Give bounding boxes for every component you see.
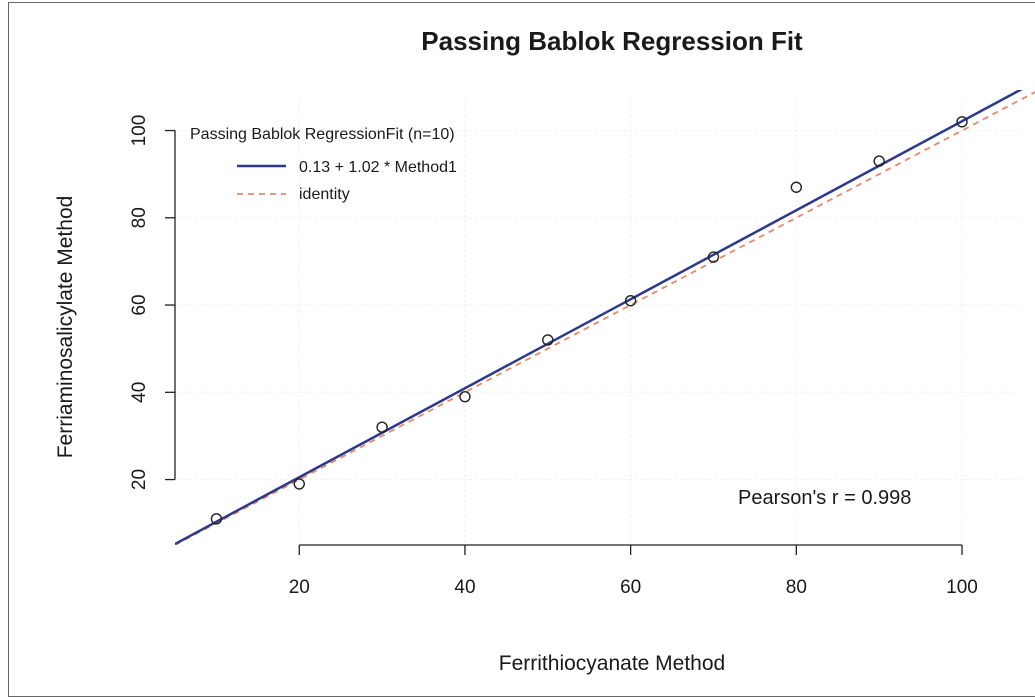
x-tick-label: 60	[620, 577, 641, 598]
chart-title: Passing Bablok Regression Fit	[421, 26, 803, 56]
y-axis-label: Ferriaminosalicylate Method	[54, 196, 77, 459]
legend: Passing Bablok RegressionFit (n=10) 0.13…	[190, 126, 457, 203]
regression-line	[175, 90, 1023, 545]
legend-entry-regression: 0.13 + 1.02 * Method1	[299, 159, 457, 176]
y-tick-label: 80	[129, 207, 150, 228]
data-point	[873, 155, 885, 167]
data-point	[210, 513, 223, 525]
x-tick-label: 100	[946, 577, 978, 598]
data-points	[210, 116, 968, 525]
y-tick-label: 60	[129, 294, 150, 315]
x-tick-label: 20	[289, 577, 310, 598]
data-point	[956, 116, 968, 128]
data-point	[293, 478, 305, 490]
data-point	[542, 334, 554, 346]
data-point	[624, 294, 637, 307]
x-axis-label: Ferrithiocyanate Method	[499, 652, 725, 675]
y-tick-label: 100	[129, 115, 150, 147]
identity-line	[175, 91, 1035, 545]
chart-frame	[8, 2, 1035, 697]
y-tick-label: 40	[129, 382, 150, 403]
pearson-annotation: Pearson's r = 0.998	[738, 487, 911, 509]
x-tick-label: 40	[454, 577, 475, 598]
data-point	[790, 181, 803, 193]
grid	[175, 100, 1020, 545]
data-point	[707, 251, 720, 263]
data-point	[459, 390, 471, 403]
legend-entry-identity: identity	[299, 186, 350, 203]
legend-title: Passing Bablok RegressionFit (n=10)	[190, 126, 455, 143]
y-tick-label: 20	[129, 469, 150, 490]
axes: 20 40 60 80 100 20 40 60 80 100	[129, 115, 978, 598]
fit-lines	[175, 90, 1035, 545]
x-tick-label: 80	[786, 577, 807, 598]
data-point	[376, 421, 388, 433]
